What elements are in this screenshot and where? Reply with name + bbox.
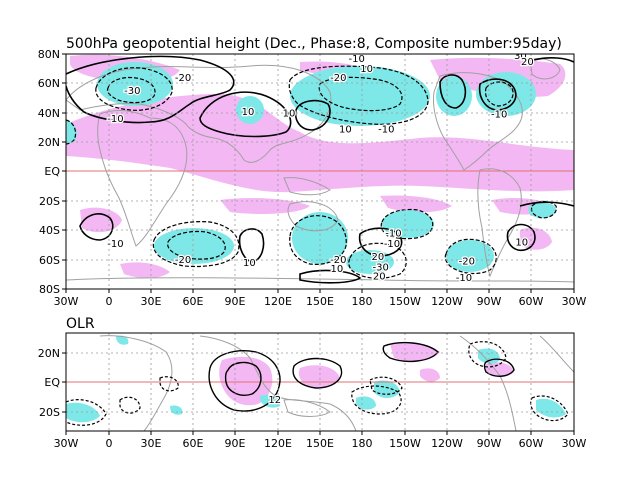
lon-label-120e: 120E <box>264 295 292 308</box>
lon-label-90w: 90W <box>477 295 502 308</box>
lat-label-40n: 40N <box>38 107 60 120</box>
olr-lon-label-30w-left: 30W <box>54 437 79 450</box>
top-lon-labels: 30W 0 30E 60E 90E 120E 150E 180 150W 120… <box>54 295 587 308</box>
olr-anomaly-map: 12 <box>66 333 574 431</box>
contour-label: -30 <box>124 86 140 97</box>
lat-label-60s: 60S <box>39 254 60 267</box>
olr-lon-label-120w: 120W <box>431 437 463 450</box>
contour-label: -10 <box>384 239 400 250</box>
olr-lon-label-30w-right: 30W <box>562 437 587 450</box>
lat-label-80s: 80S <box>39 283 60 296</box>
contour-label: -10 <box>107 114 123 125</box>
lat-label-20s: 20S <box>39 195 60 208</box>
olr-lon-label-120e: 120E <box>264 437 292 450</box>
contour-label: -10 <box>491 110 507 121</box>
contour-label: -20 <box>459 257 475 268</box>
contour-label: 10 <box>515 238 528 249</box>
contour-label: -10 <box>385 229 401 240</box>
olr-lon-label-150w: 150W <box>389 437 421 450</box>
gridlines <box>66 54 574 289</box>
olr-lon-label-90e: 90E <box>225 437 246 450</box>
contour-label: -10 <box>456 273 472 284</box>
contour-label: 30 <box>514 51 527 62</box>
olr-lat-label-20n: 20N <box>38 347 60 360</box>
olr-panel-title: OLR <box>66 316 95 332</box>
contour-label: 10 <box>331 264 344 275</box>
lon-label-120w: 120W <box>431 295 463 308</box>
lat-label-40s: 40S <box>39 224 60 237</box>
lon-label-60w: 60W <box>519 295 544 308</box>
olr-lon-label-150e: 150E <box>306 437 334 450</box>
contour-label: 10 <box>242 107 255 118</box>
olr-lat-label-eq: EQ <box>44 376 60 389</box>
bottom-lat-labels: 20N EQ 20S <box>38 347 61 419</box>
bottom-lon-labels: 30W 0 30E 60E 90E 120E 150E 180 150W 120… <box>54 437 587 450</box>
lat-label-80n: 80N <box>38 48 60 61</box>
olr-gridlines <box>66 333 574 431</box>
contour-label: 20 <box>373 271 386 282</box>
contour-label: 10 <box>243 258 256 269</box>
contour-label: -10 <box>107 239 123 250</box>
negative-contours <box>66 65 557 279</box>
contour-label: -20 <box>330 73 346 84</box>
lon-label-90e: 90E <box>225 295 246 308</box>
contour-label: 20 <box>521 57 534 68</box>
lon-label-0: 0 <box>106 295 113 308</box>
contour-label: 10 <box>283 108 296 119</box>
lon-label-150w: 150W <box>389 295 421 308</box>
contour-label: -20 <box>330 255 346 266</box>
contour-label: -20 <box>175 255 191 266</box>
olr-lon-label-60w: 60W <box>519 437 544 450</box>
top-lat-labels: 80N 60N 40N 20N EQ 20S 40S 60S 80S <box>38 48 61 296</box>
olr-lon-label-180: 180 <box>352 437 373 450</box>
top-axis-ticks <box>62 53 575 293</box>
contour-label: -10 <box>378 124 394 135</box>
olr-negative-contours <box>66 341 569 426</box>
map-title: 500hPa geopotential height (Dec., Phase:… <box>66 36 562 52</box>
lon-label-30w-right: 30W <box>562 295 587 308</box>
contour-label: 20 <box>372 252 385 263</box>
olr-lon-label-0: 0 <box>106 437 113 450</box>
lon-label-30e: 30E <box>141 295 162 308</box>
contour-label: 10 <box>360 64 373 75</box>
positive-contours <box>66 55 574 284</box>
olr-lon-label-60e: 60E <box>183 437 204 450</box>
contour-label: -30 <box>373 263 389 274</box>
contour-label: -10 <box>349 54 365 65</box>
olr-contour-labels: 12 <box>267 394 282 408</box>
contour-label: 10 <box>339 124 352 135</box>
contour-label: 12 <box>268 395 281 406</box>
lon-label-180: 180 <box>352 295 373 308</box>
lat-label-20n: 20N <box>38 136 60 149</box>
bottom-axis-ticks <box>62 352 575 435</box>
lon-label-150e: 150E <box>306 295 334 308</box>
olr-lon-label-30e: 30E <box>141 437 162 450</box>
olr-lat-label-20s: 20S <box>39 406 60 419</box>
olr-lon-label-90w: 90W <box>477 437 502 450</box>
contour-label: -20 <box>175 73 191 84</box>
coastlines <box>66 57 574 283</box>
lat-label-eq: EQ <box>44 165 60 178</box>
lon-label-60e: 60E <box>183 295 204 308</box>
lon-label-30w-left: 30W <box>54 295 79 308</box>
lat-label-60n: 60N <box>38 77 60 90</box>
